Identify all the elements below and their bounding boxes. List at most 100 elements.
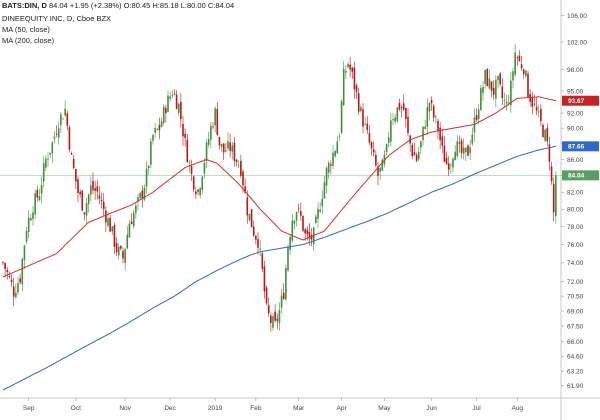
- candle-body: [270, 315, 272, 323]
- ma200-value-tag: [562, 141, 599, 152]
- candle-body: [165, 108, 167, 114]
- candle-body: [306, 229, 309, 235]
- candle-body: [10, 279, 13, 283]
- y-tick-label: 74.00: [567, 260, 584, 267]
- candle-body: [242, 171, 244, 186]
- candle-body: [315, 216, 317, 224]
- candle-body: [488, 78, 491, 89]
- candle-body: [75, 169, 77, 182]
- candle-body: [265, 287, 268, 304]
- x-tick-label: Sep: [23, 405, 35, 412]
- candle-body: [4, 262, 6, 270]
- y-tick-label: 70.50: [567, 293, 584, 300]
- candle-body: [484, 70, 486, 85]
- candle-body: [212, 126, 214, 128]
- candle-body: [145, 168, 148, 187]
- candle-body: [353, 67, 356, 90]
- candle-body: [132, 212, 135, 227]
- candle-body: [62, 118, 64, 120]
- x-tick-label: Dec: [164, 405, 176, 412]
- candle-body: [120, 246, 122, 249]
- candle-body: [263, 266, 266, 292]
- candle-body: [368, 133, 371, 143]
- candle-body: [34, 193, 36, 215]
- candle-body: [486, 69, 489, 86]
- candle-body: [261, 253, 264, 269]
- candle-body: [220, 143, 223, 148]
- candle-body: [426, 107, 429, 127]
- candle-body: [126, 234, 129, 249]
- candle-body: [334, 151, 336, 157]
- candle-body: [452, 158, 454, 168]
- candle-body: [40, 184, 43, 194]
- candle-body: [8, 276, 11, 277]
- candle-body: [383, 154, 386, 165]
- candle-body: [64, 108, 66, 116]
- candle-body: [456, 141, 459, 157]
- y-tick-label: 61.90: [567, 383, 584, 390]
- candle-body: [462, 147, 465, 154]
- candle-body: [15, 292, 17, 298]
- candle-body: [186, 139, 189, 163]
- candle-body: [102, 201, 105, 210]
- candle-body: [233, 142, 236, 161]
- candle-body: [150, 141, 152, 165]
- candle-body: [188, 162, 191, 164]
- candle-body: [398, 102, 401, 110]
- candle-body: [244, 186, 246, 193]
- candle-body: [147, 165, 150, 168]
- candle-body: [21, 258, 24, 285]
- ohlc-readout: O:80.45 H:85.18 L:80.00 C:84.04: [123, 1, 235, 10]
- candle-body: [340, 101, 343, 133]
- candle-body: [310, 235, 313, 240]
- ma200-legend[interactable]: MA (200, close): [2, 36, 55, 45]
- candle-body: [522, 69, 525, 75]
- candle-body: [336, 141, 339, 154]
- y-tick-label: 76.00: [567, 242, 584, 249]
- ma50-legend[interactable]: MA (50, close): [2, 25, 50, 34]
- candle-body: [182, 124, 184, 137]
- candle-body: [482, 86, 484, 93]
- candle-body: [360, 107, 362, 112]
- candle-body: [317, 208, 319, 219]
- candle-body: [51, 142, 54, 154]
- candle-body: [490, 81, 493, 91]
- candle-body: [57, 128, 60, 138]
- candle-body: [122, 251, 124, 259]
- candle-body: [417, 151, 420, 160]
- candle-body: [115, 242, 118, 253]
- candle-body: [518, 55, 521, 62]
- candle-body: [30, 218, 32, 221]
- candle-body: [49, 152, 51, 155]
- candle-body: [287, 246, 289, 271]
- ma50-line: [2, 96, 557, 278]
- candle-body: [540, 108, 542, 122]
- candle-body: [285, 268, 287, 300]
- candle-body: [475, 115, 478, 120]
- candle-body: [111, 226, 114, 232]
- candle-body: [36, 189, 39, 198]
- x-tick-label: Mar: [293, 405, 305, 412]
- y-tick-label: 67.50: [567, 323, 584, 330]
- candle-body: [237, 165, 240, 167]
- candle-body: [128, 223, 131, 238]
- ma200-value-tag-text: 87.66: [568, 144, 585, 151]
- candle-body: [370, 142, 373, 149]
- candle-body: [477, 109, 480, 120]
- candle-body: [293, 220, 296, 224]
- y-tick-label: 98.00: [567, 67, 584, 74]
- candle-body: [162, 106, 165, 123]
- candle-body: [113, 224, 116, 247]
- candle-body: [255, 235, 257, 240]
- candle-body: [407, 116, 409, 133]
- candle-body: [495, 79, 497, 99]
- candle-body: [235, 159, 238, 163]
- candle-body: [158, 124, 161, 131]
- x-tick-label: Nov: [119, 405, 131, 412]
- candle-body: [345, 70, 347, 73]
- candle-body: [492, 87, 495, 95]
- candle-body: [411, 144, 414, 157]
- candle-body: [130, 221, 133, 225]
- candle-body: [55, 133, 58, 135]
